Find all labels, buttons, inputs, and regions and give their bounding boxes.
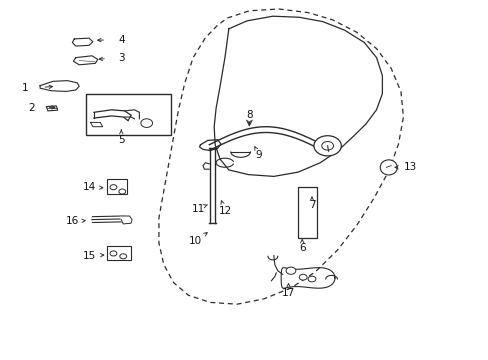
Text: 3: 3 bbox=[118, 53, 124, 63]
Circle shape bbox=[313, 136, 341, 156]
Text: 16: 16 bbox=[65, 216, 79, 226]
Polygon shape bbox=[72, 38, 93, 46]
Polygon shape bbox=[40, 81, 79, 91]
Text: 10: 10 bbox=[189, 236, 202, 246]
Text: 7: 7 bbox=[308, 200, 315, 210]
Text: 12: 12 bbox=[218, 206, 231, 216]
Text: 8: 8 bbox=[245, 110, 252, 120]
Circle shape bbox=[285, 267, 295, 274]
Circle shape bbox=[141, 119, 152, 127]
Circle shape bbox=[110, 185, 117, 190]
Text: 11: 11 bbox=[191, 204, 204, 214]
Bar bbox=[298, 187, 316, 238]
Polygon shape bbox=[90, 122, 102, 127]
Ellipse shape bbox=[380, 160, 397, 175]
Text: 2: 2 bbox=[28, 103, 35, 113]
Circle shape bbox=[120, 254, 126, 259]
Circle shape bbox=[321, 141, 333, 150]
Circle shape bbox=[299, 274, 306, 280]
Text: 9: 9 bbox=[255, 150, 262, 160]
Bar bbox=[85, 94, 171, 135]
Text: 15: 15 bbox=[82, 251, 96, 261]
Polygon shape bbox=[121, 216, 132, 224]
Polygon shape bbox=[73, 56, 98, 65]
Circle shape bbox=[307, 276, 315, 282]
Text: 4: 4 bbox=[118, 35, 124, 45]
Text: 1: 1 bbox=[22, 83, 29, 93]
Bar bbox=[106, 179, 127, 194]
Polygon shape bbox=[46, 106, 58, 111]
Circle shape bbox=[110, 251, 117, 256]
Text: 5: 5 bbox=[118, 135, 124, 145]
Text: 14: 14 bbox=[82, 182, 96, 192]
Text: 17: 17 bbox=[281, 288, 295, 298]
Text: 6: 6 bbox=[298, 243, 305, 253]
Circle shape bbox=[119, 189, 125, 194]
Bar bbox=[106, 246, 131, 260]
Text: 13: 13 bbox=[403, 162, 417, 172]
